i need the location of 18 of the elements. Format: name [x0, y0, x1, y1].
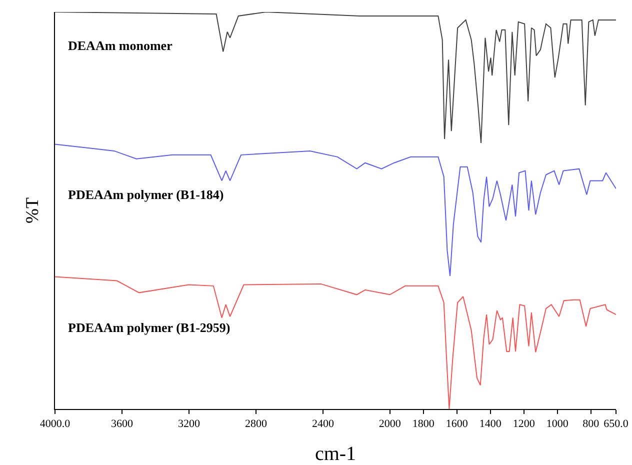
- x-tick-label: 1000: [546, 418, 569, 430]
- x-tick-label: 1200: [512, 418, 536, 430]
- x-tick-label: 1400: [479, 418, 502, 430]
- series-label: PDEAAm polymer (B1-2959): [68, 320, 230, 335]
- series-label: PDEAAm polymer (B1-184): [68, 187, 224, 202]
- x-tick-label: 1600: [446, 418, 468, 430]
- x-tick-label: 650.0: [604, 418, 629, 430]
- x-tick-label: 800: [582, 418, 600, 430]
- y-axis-title: %T: [22, 198, 42, 224]
- x-tick-label: 2800: [244, 418, 268, 430]
- x-axis-title: cm-1: [314, 443, 356, 465]
- x-tick-label: 4000.0: [40, 418, 71, 430]
- x-tick-label: 2000: [378, 418, 402, 430]
- series-label: DEAAm monomer: [68, 38, 173, 53]
- x-tick-label: 1800: [412, 418, 435, 430]
- x-tick-label: 3600: [110, 418, 134, 430]
- x-tick-label: 2400: [312, 418, 334, 430]
- x-tick-label: 3200: [178, 418, 200, 430]
